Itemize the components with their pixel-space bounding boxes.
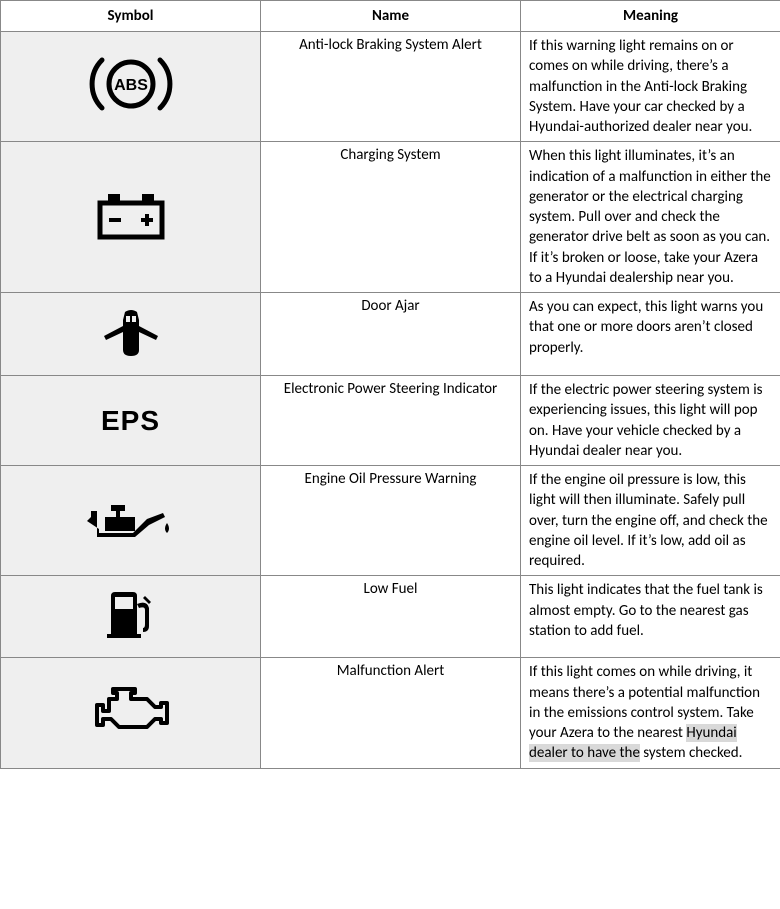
meaning-cell: This light indicates that the fuel tank … bbox=[521, 576, 780, 658]
row-name: Anti-lock Braking System Alert bbox=[299, 36, 482, 54]
check-engine-icon bbox=[5, 681, 256, 741]
name-cell: Charging System bbox=[261, 142, 521, 293]
symbol-cell: EPS bbox=[1, 376, 261, 466]
name-cell: Engine Oil Pressure Warning bbox=[261, 466, 521, 576]
eps-icon: EPS bbox=[5, 391, 256, 451]
col-header-symbol: Symbol bbox=[1, 1, 261, 32]
battery-icon bbox=[5, 186, 256, 246]
row-name: Low Fuel bbox=[364, 580, 418, 598]
door-ajar-icon bbox=[5, 303, 256, 363]
row-name: Malfunction Alert bbox=[337, 662, 445, 680]
meaning-cell: If the engine oil pressure is low, this … bbox=[521, 466, 780, 576]
table-row: Low Fuel This light indicates that the f… bbox=[1, 576, 780, 658]
symbol-cell bbox=[1, 576, 261, 658]
svg-text:ABS: ABS bbox=[114, 77, 148, 94]
oil-can-icon bbox=[5, 491, 256, 551]
row-meaning: If the electric power steering system is… bbox=[529, 381, 763, 460]
table-row: ABS Anti-lock Braking System Alert If th… bbox=[1, 32, 780, 142]
row-name: Charging System bbox=[340, 146, 440, 164]
row-meaning: If this warning light remains on or come… bbox=[529, 37, 752, 136]
row-name: Door Ajar bbox=[361, 297, 419, 315]
symbol-cell bbox=[1, 658, 261, 768]
meaning-cell: When this light illuminates, it’s an ind… bbox=[521, 142, 780, 293]
abs-icon: ABS bbox=[5, 52, 256, 116]
col-header-name: Name bbox=[261, 1, 521, 32]
table-header-row: Symbol Name Meaning bbox=[1, 1, 780, 32]
meaning-cell: If this light comes on while driving, it… bbox=[521, 658, 780, 768]
warning-symbols-table: Symbol Name Meaning ABS bbox=[0, 0, 780, 769]
symbol-cell: ABS bbox=[1, 32, 261, 142]
symbol-cell bbox=[1, 293, 261, 376]
col-header-meaning: Meaning bbox=[521, 1, 780, 32]
meaning-cell: If the electric power steering system is… bbox=[521, 376, 780, 466]
row-meaning: This light indicates that the fuel tank … bbox=[529, 581, 763, 640]
table-row: Charging System When this light illumina… bbox=[1, 142, 780, 293]
table-row: EPS Electronic Power Steering Indicator … bbox=[1, 376, 780, 466]
eps-text: EPS bbox=[101, 405, 160, 437]
name-cell: Malfunction Alert bbox=[261, 658, 521, 768]
table-row: Door Ajar As you can expect, this light … bbox=[1, 293, 780, 376]
table-row: Malfunction Alert If this light comes on… bbox=[1, 658, 780, 768]
name-cell: Anti-lock Braking System Alert bbox=[261, 32, 521, 142]
row-meaning: As you can expect, this light warns you … bbox=[529, 298, 763, 357]
meaning-cell: If this warning light remains on or come… bbox=[521, 32, 780, 142]
table-row: Engine Oil Pressure Warning If the engin… bbox=[1, 466, 780, 576]
symbol-cell bbox=[1, 466, 261, 576]
fuel-pump-icon bbox=[5, 586, 256, 646]
row-meaning: If the engine oil pressure is low, this … bbox=[529, 471, 768, 570]
name-cell: Low Fuel bbox=[261, 576, 521, 658]
name-cell: Door Ajar bbox=[261, 293, 521, 376]
row-meaning-post: system checked. bbox=[640, 744, 743, 762]
row-name: Electronic Power Steering Indicator bbox=[284, 380, 497, 398]
row-name: Engine Oil Pressure Warning bbox=[305, 470, 477, 488]
symbol-cell bbox=[1, 142, 261, 293]
meaning-cell: As you can expect, this light warns you … bbox=[521, 293, 780, 376]
row-meaning: When this light illuminates, it’s an ind… bbox=[529, 147, 771, 287]
name-cell: Electronic Power Steering Indicator bbox=[261, 376, 521, 466]
